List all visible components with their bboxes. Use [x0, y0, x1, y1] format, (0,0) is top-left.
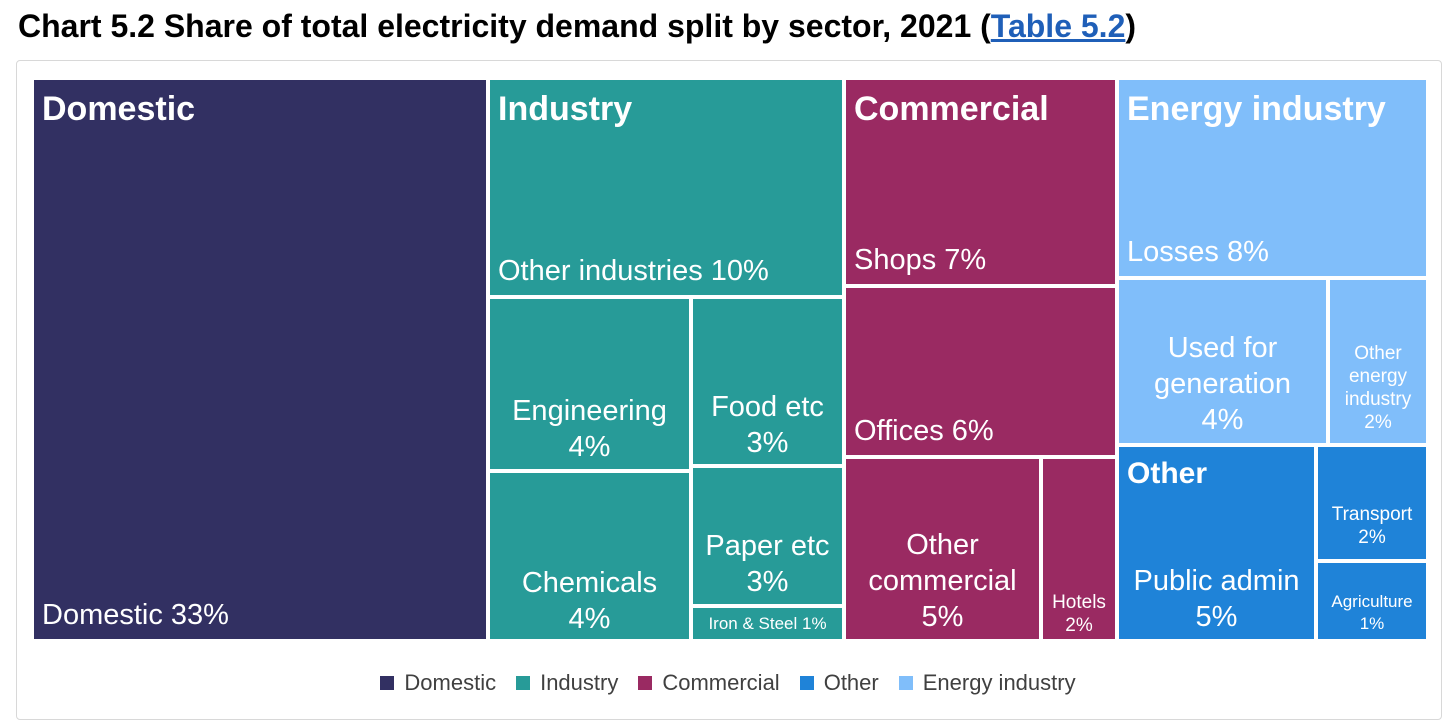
tile-chemicals: Chemicals 4%	[488, 471, 691, 641]
tile-shops: Commercial Shops 7%	[844, 78, 1117, 286]
tile-agriculture: Agriculture 1%	[1316, 561, 1428, 641]
tile-label-chemicals: Chemicals 4%	[521, 567, 658, 635]
tile-other-energy-industry: Other energy industry 2%	[1328, 278, 1428, 445]
legend-swatch-domestic	[380, 676, 395, 690]
legend-swatch-other	[799, 676, 814, 690]
tile-label-other-energy-industry: Other energy industry 2%	[1344, 343, 1412, 433]
table-link[interactable]: Table 5.2	[990, 8, 1126, 44]
tile-used-for-generation: Used for generation 4%	[1117, 278, 1328, 445]
tile-label-shops: Shops 7%	[854, 244, 987, 276]
legend-item-industry: Industry	[516, 670, 618, 696]
legend-swatch-commercial	[638, 676, 653, 690]
tile-iron-steel: Iron & Steel 1%	[691, 606, 844, 641]
legend-item-other: Other	[799, 670, 879, 696]
tile-other-commercial: Other commercial 5%	[844, 457, 1041, 641]
tile-label-paper: Paper etc 3%	[705, 530, 830, 598]
legend-item-energy-industry: Energy industry	[898, 670, 1076, 696]
tile-engineering: Engineering 4%	[488, 297, 691, 471]
tile-label-other-commercial: Other commercial 5%	[868, 529, 1017, 633]
tile-label-used-for-generation: Used for generation 4%	[1153, 332, 1292, 436]
tile-label-domestic: Domestic 33%	[42, 599, 229, 631]
tile-label-other-industries: Other industries 10%	[498, 255, 769, 287]
legend: Domestic Industry Commercial Other Energ…	[0, 670, 1456, 696]
tile-label-hotels: Hotels 2%	[1052, 592, 1106, 636]
group-header-commercial: Commercial	[854, 90, 1049, 128]
tile-offices: Offices 6%	[844, 286, 1117, 457]
legend-swatch-energy-industry	[898, 676, 913, 690]
tile-label-iron-steel: Iron & Steel 1%	[708, 614, 827, 633]
group-header-energy-industry: Energy industry	[1127, 90, 1386, 128]
group-header-industry: Industry	[498, 90, 633, 128]
tile-paper: Paper etc 3%	[691, 466, 844, 606]
tile-label-losses: Losses 8%	[1127, 236, 1269, 268]
tile-label-food: Food etc 3%	[711, 391, 824, 459]
tile-transport: Transport 2%	[1316, 445, 1428, 561]
tile-label-agriculture: Agriculture 1%	[1331, 592, 1413, 633]
tile-losses: Energy industry Losses 8%	[1117, 78, 1428, 278]
legend-swatch-industry	[516, 676, 531, 690]
legend-item-domestic: Domestic	[380, 670, 496, 696]
group-header-domestic: Domestic	[42, 90, 196, 128]
tile-hotels: Hotels 2%	[1041, 457, 1117, 641]
tile-label-public-admin: Public admin 5%	[1133, 565, 1300, 633]
tile-public-admin: Other Public admin 5%	[1117, 445, 1316, 641]
legend-item-commercial: Commercial	[638, 670, 780, 696]
tile-domestic: Domestic Domestic 33%	[32, 78, 488, 641]
tile-label-engineering: Engineering 4%	[512, 395, 667, 463]
tile-label-offices: Offices 6%	[854, 415, 994, 447]
tile-food: Food etc 3%	[691, 297, 844, 466]
tile-other-industries: Industry Other industries 10%	[488, 78, 844, 297]
group-header-other: Other	[1127, 457, 1208, 490]
chart-title: Chart 5.2 Share of total electricity dem…	[18, 8, 1137, 44]
tile-label-transport: Transport 2%	[1331, 504, 1413, 548]
